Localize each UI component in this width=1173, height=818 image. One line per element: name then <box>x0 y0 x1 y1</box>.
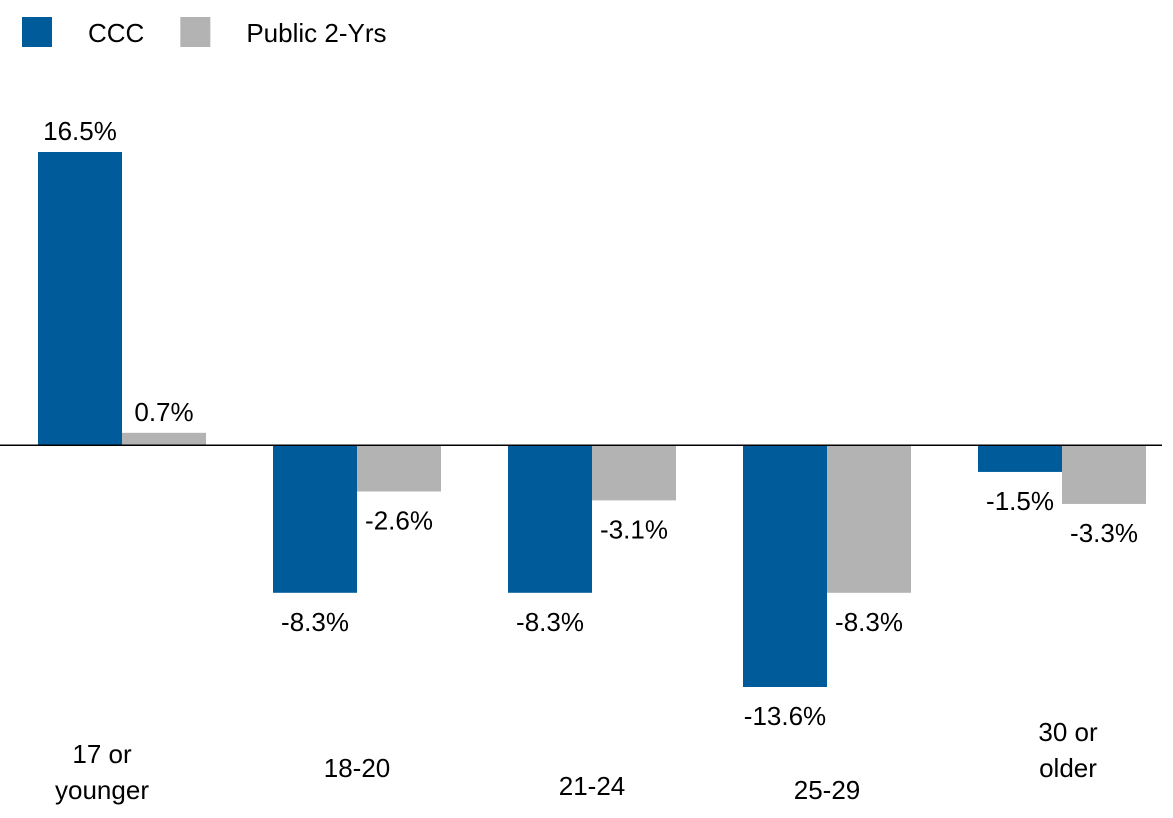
bar <box>122 432 206 446</box>
legend-label: Public 2-Yrs <box>246 18 386 48</box>
x-tick-label: 18-20 <box>323 753 391 783</box>
data-label: -1.5% <box>986 486 1054 516</box>
bar <box>743 445 827 687</box>
x-tick-label: 25-29 <box>793 775 861 805</box>
data-label: -3.1% <box>600 514 668 544</box>
data-label: -3.3% <box>1070 518 1138 548</box>
data-label: 16.5% <box>43 116 117 146</box>
data-label: 0.7% <box>134 397 193 427</box>
bar <box>1062 445 1146 504</box>
legend-swatch <box>180 17 211 47</box>
data-label: -8.3% <box>281 607 349 637</box>
bar <box>827 445 911 593</box>
legend-swatch <box>22 17 52 47</box>
bar <box>592 445 676 501</box>
bar <box>978 445 1062 472</box>
legend-label: CCC <box>88 18 144 48</box>
data-label: -8.3% <box>516 607 584 637</box>
data-label: -2.6% <box>365 505 433 535</box>
x-tick-label: 21-24 <box>558 771 626 801</box>
x-tick-label: 30 or older <box>1038 717 1098 783</box>
bar <box>357 445 441 492</box>
bar <box>273 445 357 593</box>
data-label: -13.6% <box>744 701 826 731</box>
bar <box>508 445 592 593</box>
data-label: -8.3% <box>835 607 903 637</box>
bar <box>38 152 122 446</box>
x-tick-label: 17 or younger <box>55 739 149 805</box>
